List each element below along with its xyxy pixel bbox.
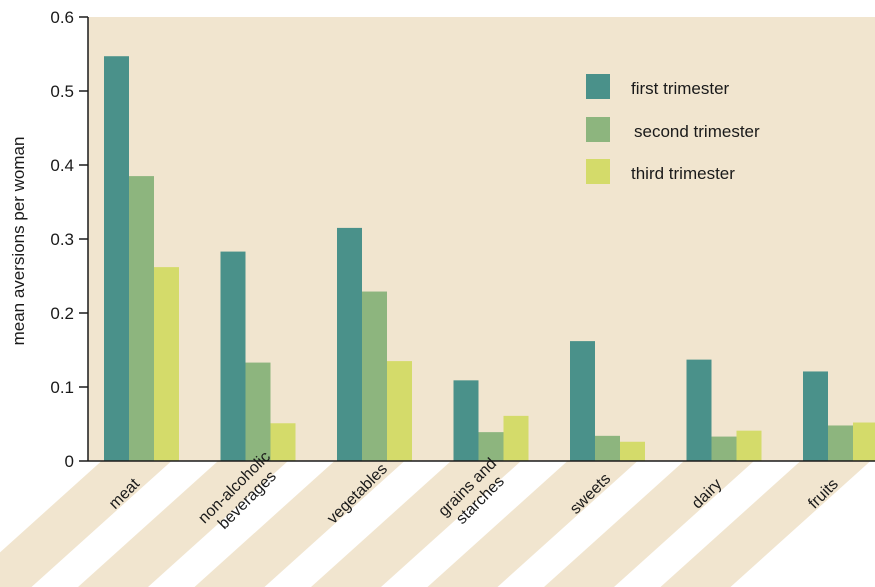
bar-third-trimester-5 bbox=[736, 430, 762, 461]
legend-label: second trimester bbox=[634, 122, 760, 141]
y-axis: 0 0.1 0.2 0.3 0.4 0.5 0.6 bbox=[50, 8, 875, 471]
bar-third-trimester-0 bbox=[154, 267, 179, 461]
y-tick-label: 0.2 bbox=[50, 304, 74, 323]
y-tick-label: 0.6 bbox=[50, 8, 74, 27]
bar-first-trimester-5 bbox=[686, 359, 712, 461]
bar-third-trimester-4 bbox=[620, 441, 645, 461]
bar-second-trimester-1 bbox=[245, 362, 271, 461]
plot-background bbox=[88, 17, 875, 461]
y-tick-label: 0.5 bbox=[50, 82, 74, 101]
legend-label: first trimester bbox=[631, 79, 730, 98]
category-band bbox=[194, 461, 405, 587]
bar-first-trimester-4 bbox=[570, 341, 595, 461]
category-band bbox=[544, 461, 754, 587]
y-axis-title: mean aversions per woman bbox=[9, 137, 28, 346]
legend-swatch bbox=[586, 74, 610, 99]
bar-first-trimester-0 bbox=[104, 56, 129, 461]
bars bbox=[104, 56, 875, 461]
bar-third-trimester-1 bbox=[270, 423, 296, 461]
bar-second-trimester-5 bbox=[711, 436, 737, 461]
legend-label: third trimester bbox=[631, 164, 735, 183]
category-band bbox=[660, 461, 871, 587]
bar-second-trimester-0 bbox=[129, 176, 154, 461]
y-tick-label: 0.4 bbox=[50, 156, 74, 175]
category-band bbox=[78, 461, 288, 587]
y-tick-label: 0.3 bbox=[50, 230, 74, 249]
category-label-bands bbox=[0, 461, 871, 587]
bar-third-trimester-3 bbox=[503, 415, 529, 461]
y-tick-label: 0.1 bbox=[50, 378, 74, 397]
bar-second-trimester-4 bbox=[595, 435, 620, 461]
legend: first trimester second trimester third tri… bbox=[586, 74, 760, 184]
category-band bbox=[311, 461, 521, 587]
legend-swatch bbox=[586, 159, 610, 184]
category-band bbox=[0, 461, 172, 587]
bar-first-trimester-1 bbox=[220, 251, 246, 461]
bar-second-trimester-3 bbox=[478, 432, 504, 461]
bar-first-trimester-3 bbox=[453, 380, 479, 461]
bar-first-trimester-2 bbox=[337, 227, 362, 461]
bar-first-trimester-6 bbox=[803, 371, 828, 461]
y-tick-label: 0 bbox=[65, 452, 74, 471]
bar-third-trimester-6 bbox=[853, 422, 875, 461]
bar-second-trimester-6 bbox=[828, 425, 853, 461]
category-band bbox=[427, 461, 638, 587]
bar-second-trimester-2 bbox=[362, 291, 387, 461]
bar-third-trimester-2 bbox=[387, 361, 412, 461]
legend-swatch bbox=[586, 117, 610, 142]
